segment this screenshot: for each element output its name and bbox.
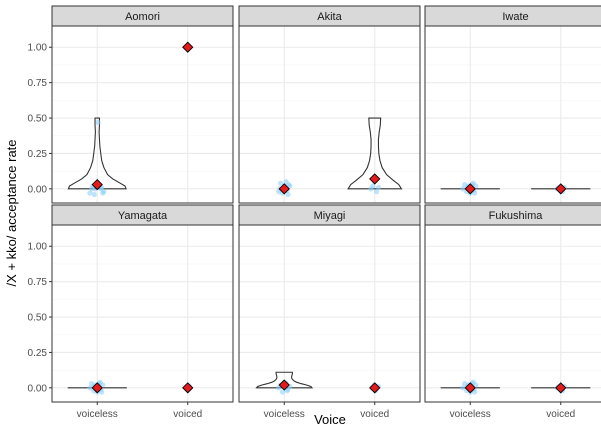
- data-point: [472, 389, 478, 395]
- data-point: [470, 180, 476, 186]
- data-point: [472, 190, 478, 196]
- facet-panel-fukushima: Fukushima voiceless voiced: [424, 204, 601, 420]
- panel-background: [239, 26, 420, 203]
- panel-background: [239, 225, 420, 402]
- strip-background: [51, 5, 234, 27]
- data-point: [375, 184, 382, 191]
- data-point: [374, 189, 380, 195]
- strip-label: Fukushima: [489, 210, 544, 222]
- strip-label: Iwate: [502, 11, 528, 23]
- panel-background: [425, 26, 601, 203]
- mean-marker-voiceless: [464, 382, 476, 394]
- mean-marker-voiced: [182, 382, 194, 394]
- strip-label: Yamagata: [118, 210, 168, 222]
- strip-background: [238, 204, 421, 226]
- x-axis-title: Voice: [314, 412, 346, 427]
- data-point: [287, 183, 293, 189]
- data-point: [279, 389, 285, 395]
- facet-panel-yamagata: Yamagata 0.00 0.25 0.50 0.75 1.00 voiceless voi…: [28, 204, 234, 420]
- strip-label: Akita: [317, 11, 342, 23]
- mean-marker-voiced: [369, 173, 381, 185]
- strip-background: [238, 5, 421, 27]
- x-tick-label: voiced: [546, 409, 575, 420]
- mean-marker-voiced: [555, 382, 567, 394]
- strip-background: [424, 5, 601, 27]
- strip-background: [51, 204, 234, 226]
- violin-voiceless: [67, 117, 127, 190]
- violin-voiced: [347, 117, 403, 190]
- x-tick-label: voiceless: [450, 409, 491, 420]
- violin-voiceless: [255, 371, 314, 389]
- data-point: [460, 385, 466, 391]
- y-tick-label: 1.00: [28, 242, 48, 253]
- mean-marker-voiceless: [464, 183, 476, 195]
- panel-background: [52, 225, 233, 402]
- mean-marker-voiceless: [91, 382, 103, 394]
- data-point: [470, 379, 476, 385]
- data-point: [101, 189, 107, 195]
- x-tick-label: voiceless: [77, 409, 118, 420]
- y-axis-title: /X + kko/ acceptance rate: [4, 139, 19, 286]
- x-tick-label: voiced: [360, 409, 389, 420]
- facet-panel-aomori: Aomori 0.00 0.25 0.50 0.75 1.00: [28, 5, 234, 204]
- panel-background: [52, 26, 233, 203]
- data-point: [370, 183, 376, 189]
- y-tick-label: 0.00: [28, 383, 48, 394]
- y-tick-label: 0.75: [28, 78, 48, 89]
- mean-marker-voiced: [369, 382, 381, 394]
- data-point: [284, 388, 290, 394]
- data-point: [87, 190, 93, 196]
- facet-panel-iwate: Iwate: [424, 5, 601, 204]
- mean-marker-voiced: [555, 183, 567, 195]
- strip-label: Miyagi: [314, 210, 346, 222]
- y-tick-label: 0.25: [28, 348, 48, 359]
- data-point: [97, 379, 103, 385]
- panel-background: [425, 225, 601, 402]
- data-point: [87, 385, 93, 391]
- data-point: [276, 385, 282, 391]
- data-point: [277, 180, 284, 186]
- strip-label: Aomori: [125, 11, 160, 23]
- mean-marker-voiceless: [278, 379, 290, 391]
- strip-background: [424, 204, 601, 226]
- data-point: [460, 186, 466, 192]
- y-tick-label: 0.75: [28, 277, 48, 288]
- mean-marker-voiceless: [278, 183, 290, 195]
- data-point: [99, 389, 105, 395]
- facet-panel-miyagi: Miyagi voiceless voiced: [238, 204, 421, 420]
- mean-marker-voiced: [182, 41, 194, 53]
- x-tick-label: voiceless: [264, 409, 305, 420]
- y-tick-label: 0.50: [28, 114, 48, 125]
- y-tick-label: 0.00: [28, 184, 48, 195]
- data-point: [285, 191, 291, 198]
- facet-panel-akita: Akita: [238, 5, 421, 204]
- mean-marker-voiceless: [91, 178, 103, 191]
- y-tick-label: 0.25: [28, 149, 48, 160]
- y-tick-label: 0.50: [28, 313, 48, 324]
- x-tick-label: voiced: [173, 409, 202, 420]
- data-point: [95, 119, 101, 125]
- data-point: [91, 191, 97, 198]
- y-tick-label: 1.00: [28, 43, 48, 54]
